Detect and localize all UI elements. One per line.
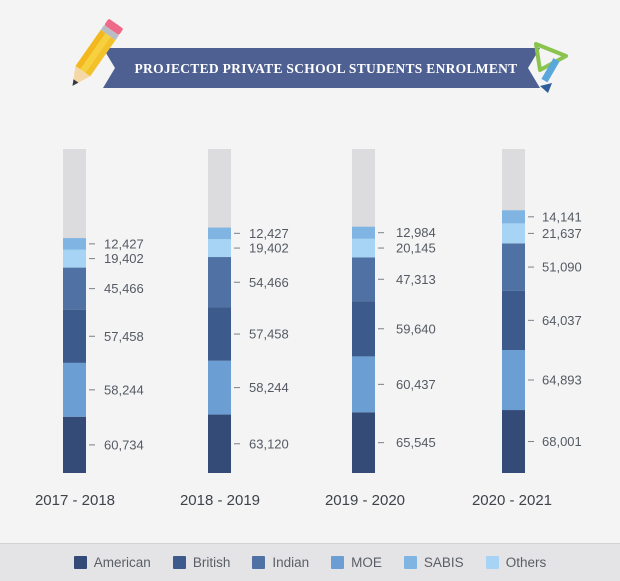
bar-segment-others [502,210,525,224]
legend-item-british: British [172,555,231,570]
bar-segment-moe [63,267,86,310]
value-label: 45,466 [104,281,144,296]
bar-segment-american [352,412,375,473]
legend-swatch [331,556,345,569]
pencil-icon [72,19,123,86]
bar-segment-moe [502,243,525,291]
legend-item-sabis: SABIS [403,555,464,570]
value-label: 59,640 [396,321,436,336]
bar-segment-sabis [63,249,86,268]
bar-segment-british [352,356,375,413]
value-label: 12,427 [104,236,144,251]
legend: American British Indian MOE SABIS Others [0,543,620,581]
bar-segment-moe [208,257,231,308]
legend-item-moe: MOE [331,555,382,570]
value-label: 64,893 [542,373,582,388]
value-label: 58,244 [104,382,144,397]
legend-swatch [403,556,417,569]
bar-segment-british [208,360,231,415]
legend-swatch [73,556,87,569]
bar-segment-american [208,414,231,473]
value-label: 68,001 [542,434,582,449]
value-label: 47,313 [396,272,436,287]
bar-segment-sabis [502,223,525,244]
category-label: 2017 - 2018 [35,492,115,509]
value-label: 12,984 [396,225,436,240]
bar-segment-sabis [352,238,375,258]
value-label: 51,090 [542,260,582,275]
bar-segment-sabis [208,239,231,258]
bar-segment-british [502,349,525,411]
bar-segment-american [502,410,525,473]
bar-segment-indian [352,301,375,357]
legend-label: Others [505,555,547,570]
legend-label: MOE [351,555,382,570]
chart-title: PROJECTED PRIVATE SCHOOL STUDENTS ENROLM… [135,61,518,76]
legend-swatch [172,556,186,569]
value-label: 60,734 [104,437,144,452]
bar-segment-indian [502,290,525,350]
legend-item-others: Others [485,555,547,570]
value-label: 65,545 [396,435,436,450]
legend-label: SABIS [423,555,464,570]
value-label: 20,145 [396,241,436,256]
value-label: 57,458 [249,327,289,342]
value-label: 19,402 [249,241,289,256]
value-label: 19,402 [104,251,144,266]
value-label: 14,141 [542,209,582,224]
bar-segment-others [208,227,231,240]
value-label: 54,466 [249,275,289,290]
bar-segment-indian [208,307,231,361]
value-label: 60,437 [396,377,436,392]
legend-item-indian: Indian [252,555,309,570]
legend-label: American [93,555,151,570]
value-label: 58,244 [249,380,289,395]
value-label: 64,037 [542,313,582,328]
bar-segment-british [63,362,86,417]
value-label: 21,637 [542,226,582,241]
category-label: 2018 - 2019 [180,492,260,509]
category-label: 2020 - 2021 [472,492,552,509]
value-label: 12,427 [249,226,289,241]
title-banner: PROJECTED PRIVATE SCHOOL STUDENTS ENROLM… [103,48,540,88]
bar-segment-others [352,226,375,239]
value-label: 63,120 [249,436,289,451]
legend-item-american: American [73,555,151,570]
bar-segment-others [63,238,86,250]
bar-segment-indian [63,309,86,363]
bar-segment-american [63,416,86,473]
ruler-triangle-icon [534,42,568,93]
bar-segment-moe [352,257,375,302]
legend-label: British [192,555,231,570]
legend-swatch [252,556,266,569]
category-label: 2019 - 2020 [325,492,405,509]
value-label: 57,458 [104,329,144,344]
legend-label: Indian [272,555,310,570]
legend-swatch [485,556,499,569]
